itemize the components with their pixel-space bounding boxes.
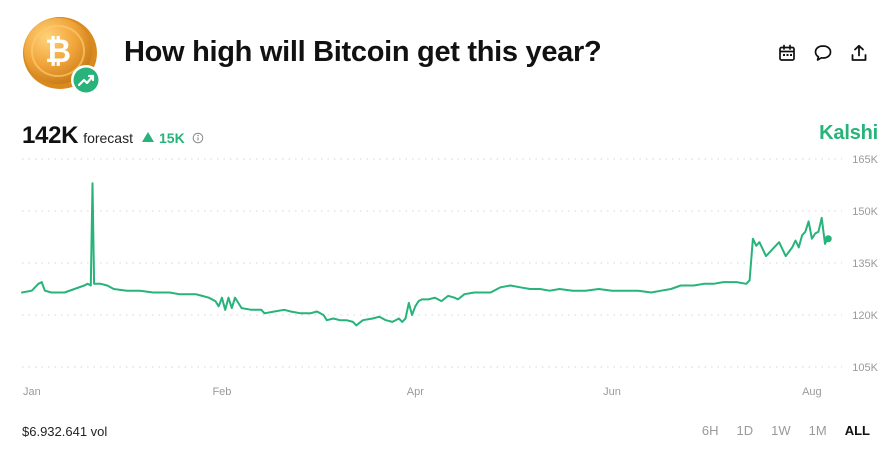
range-1m-button[interactable]: 1M xyxy=(808,423,827,438)
y-tick-label: 120K xyxy=(852,310,878,322)
forecast-label: forecast xyxy=(83,130,133,146)
y-tick-label: 135K xyxy=(852,258,878,270)
range-1d-button[interactable]: 1D xyxy=(736,423,754,438)
x-tick-label: Apr xyxy=(407,386,424,398)
series-line xyxy=(21,182,830,327)
volume-text: $6.932.641 vol xyxy=(22,424,108,439)
comment-icon xyxy=(814,45,832,61)
coin-symbol: ₿ xyxy=(45,32,71,70)
chart-grid xyxy=(22,158,842,368)
y-axis-labels: 105K 120K 135K 150K 165K xyxy=(852,154,878,374)
share-icon xyxy=(851,44,867,61)
x-tick-label: Aug xyxy=(802,386,822,398)
y-tick-label: 150K xyxy=(852,206,878,218)
y-tick-label: 105K xyxy=(852,362,878,374)
share-button[interactable] xyxy=(848,42,870,64)
forecast-value: 142K xyxy=(22,122,79,149)
last-point-marker xyxy=(824,235,832,243)
comment-button[interactable] xyxy=(812,42,834,64)
chart-footer: $6.932.641 vol 6H 1D 1W 1M ALL xyxy=(0,418,890,448)
range-6h-button[interactable]: 6H xyxy=(701,423,719,438)
range-all-button[interactable]: ALL xyxy=(844,423,870,438)
bitcoin-coin-icon: ₿ xyxy=(23,17,101,95)
x-tick-label: Feb xyxy=(212,386,231,398)
forecast-summary: 142K forecast 15K xyxy=(22,122,204,150)
calendar-button[interactable] xyxy=(776,42,798,64)
triangle-up-icon xyxy=(142,132,154,142)
forecast-delta-value: 15K xyxy=(159,130,185,146)
header-actions xyxy=(776,42,870,64)
y-tick-label: 165K xyxy=(852,154,878,166)
price-line-chart: 105K 120K 135K 150K 165K Jan Feb Apr Jun Aug xyxy=(21,154,879,398)
brand-logo[interactable]: Kalshi xyxy=(819,122,878,144)
range-1w-button[interactable]: 1W xyxy=(771,423,791,438)
x-tick-label: Jan xyxy=(23,386,41,398)
page-title: How high will Bitcoin get this year? xyxy=(124,36,602,68)
market-header: ₿ How high will Bitcoin get this year? xyxy=(0,0,890,110)
range-selector: 6H 1D 1W 1M ALL xyxy=(702,423,870,438)
x-tick-label: Jun xyxy=(603,386,621,398)
info-icon[interactable] xyxy=(192,132,204,144)
x-axis-labels: Jan Feb Apr Jun Aug xyxy=(23,386,822,398)
calendar-icon xyxy=(779,44,795,61)
forecast-delta: 15K xyxy=(142,130,185,146)
